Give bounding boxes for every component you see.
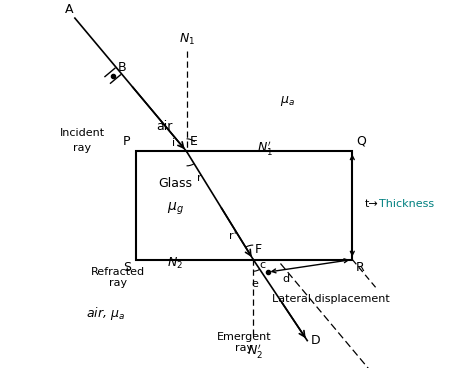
Text: $N_2$: $N_2$ <box>167 256 183 271</box>
Text: Incident: Incident <box>60 128 105 138</box>
Text: i: i <box>173 138 175 148</box>
Text: $N_1'$: $N_1'$ <box>257 139 273 157</box>
Text: d: d <box>282 274 289 284</box>
Text: Emergent: Emergent <box>217 332 272 342</box>
Text: P: P <box>123 135 131 148</box>
Text: Thickness: Thickness <box>379 199 435 208</box>
Text: $N_1$: $N_1$ <box>179 32 195 47</box>
Text: t→: t→ <box>365 199 379 208</box>
Text: $N_2'$: $N_2'$ <box>247 342 263 361</box>
Text: air: air <box>157 120 173 133</box>
Text: ray: ray <box>109 278 127 288</box>
Text: F: F <box>255 243 262 256</box>
Text: ray: ray <box>235 343 253 353</box>
Text: r': r' <box>229 231 237 241</box>
Text: A: A <box>64 3 73 16</box>
Text: S: S <box>123 261 131 274</box>
Text: D: D <box>311 334 320 347</box>
Text: Lateral displacement: Lateral displacement <box>272 294 390 304</box>
Text: $\mu_a$: $\mu_a$ <box>280 94 295 108</box>
Text: ray: ray <box>73 143 91 153</box>
Text: air, $\mu_a$: air, $\mu_a$ <box>86 305 125 322</box>
Text: r: r <box>197 173 202 183</box>
Text: Refracted: Refracted <box>91 267 145 277</box>
Text: Q: Q <box>356 135 366 148</box>
Text: c: c <box>260 260 266 270</box>
Text: R: R <box>356 261 365 274</box>
Text: Glass: Glass <box>159 177 193 190</box>
Text: B: B <box>118 61 127 74</box>
Text: E: E <box>190 135 197 148</box>
Text: $\mu_g$: $\mu_g$ <box>167 201 184 217</box>
Text: e: e <box>252 279 258 289</box>
Bar <box>136 151 352 259</box>
